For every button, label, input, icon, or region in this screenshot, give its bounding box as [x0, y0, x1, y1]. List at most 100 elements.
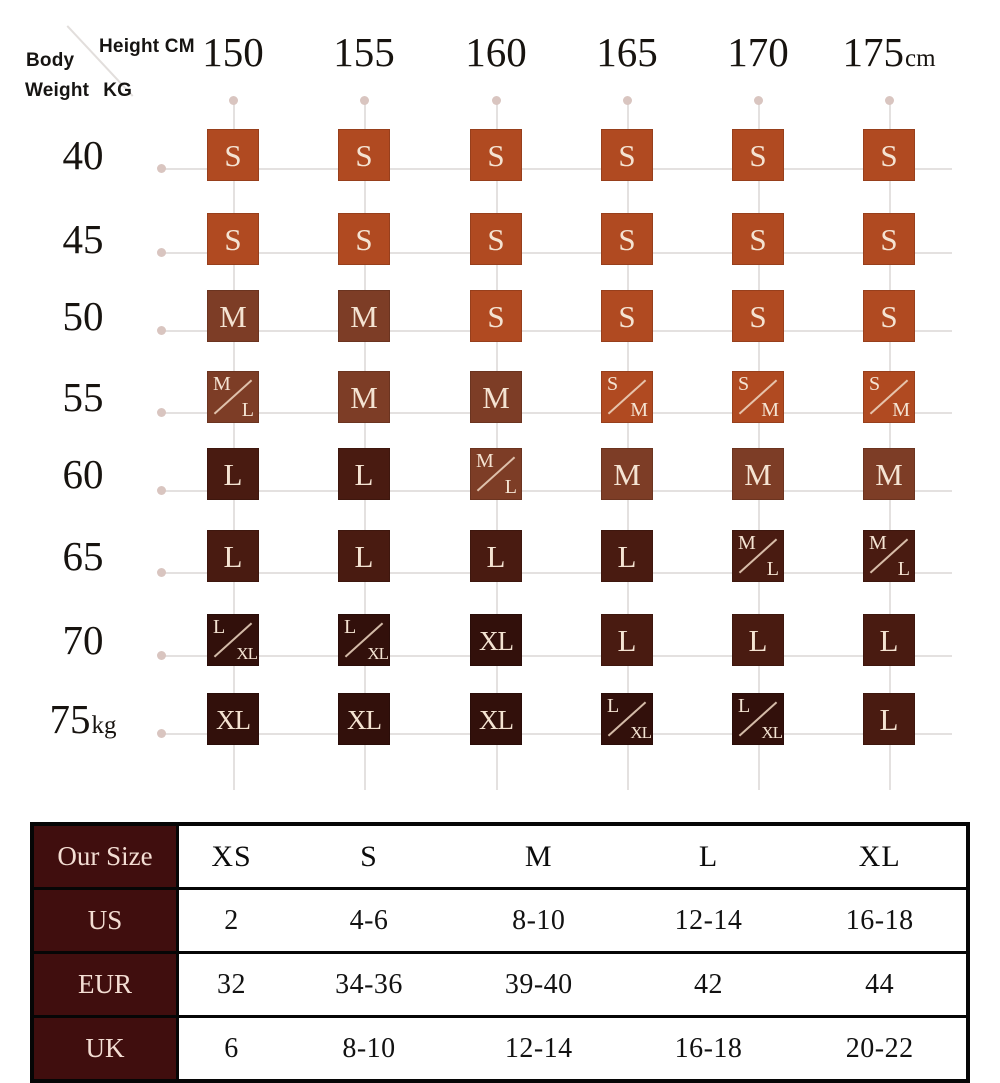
- weight-row-label: 70: [22, 612, 144, 668]
- weight-axis-label: Weight KG: [25, 80, 132, 102]
- size-cell-letter-top: M: [738, 532, 756, 554]
- column-dot: [492, 96, 501, 105]
- size-cell-letter: L: [879, 702, 899, 737]
- size-cell-letter: S: [618, 299, 636, 334]
- row-dot: [157, 326, 166, 335]
- size-cell-letter: L: [748, 623, 768, 658]
- size-cell-letter: S: [880, 138, 898, 173]
- size-cell-letter-bottom: L: [241, 399, 254, 421]
- size-cell: L: [863, 693, 915, 745]
- height-value: 155: [333, 29, 395, 75]
- table-size-header-cell: XS: [177, 824, 285, 890]
- size-cell-letter-top: M: [476, 450, 494, 472]
- row-dot: [157, 248, 166, 257]
- table-region-cell: US: [32, 888, 179, 954]
- row-gridline: [160, 168, 952, 170]
- size-cell: S: [863, 129, 915, 181]
- size-cell-letter: XL: [347, 705, 382, 735]
- height-column-header: 160: [431, 28, 561, 76]
- size-cell: L XL: [338, 614, 390, 666]
- size-cell-letter: M: [875, 457, 903, 492]
- weight-row-label: 45: [22, 211, 144, 267]
- table-value-cell: 4-6: [284, 888, 454, 954]
- conversion-table-body: Our Size XS S M L XL US 2 4-6 8-10 12-14 16-18 EUR 32…: [32, 824, 968, 1081]
- size-cell: L: [207, 448, 259, 500]
- size-cell-letter: XL: [479, 626, 514, 656]
- row-dot: [157, 164, 166, 173]
- column-dot: [623, 96, 632, 105]
- height-unit: cm: [904, 45, 936, 72]
- column-gridline: [758, 100, 760, 790]
- size-cell-letter-bottom: M: [761, 399, 779, 421]
- row-gridline: [160, 572, 952, 574]
- size-cell-letter: L: [223, 457, 243, 492]
- height-column-header: 165: [562, 28, 692, 76]
- row-dot: [157, 729, 166, 738]
- size-cell-letter: S: [880, 222, 898, 257]
- weight-row-label: 75kg: [22, 691, 144, 747]
- table-region-cell: EUR: [32, 952, 179, 1018]
- table-value-cell: 8-10: [453, 888, 624, 954]
- table-value-cell: 12-14: [504, 1032, 573, 1064]
- size-cell: S: [207, 213, 259, 265]
- height-column-header: 175cm: [824, 28, 954, 76]
- table-row: US 2 4-6 8-10 12-14 16-18: [32, 888, 968, 954]
- size-cell: XL: [470, 614, 522, 666]
- size-cell-letter-top: S: [607, 373, 619, 395]
- table-size-header-cell: S: [284, 824, 454, 890]
- size-cell-letter: S: [618, 222, 636, 257]
- size-cell: S: [470, 213, 522, 265]
- row-gridline: [160, 330, 952, 332]
- size-cell-letter: S: [749, 299, 767, 334]
- size-cell: S: [601, 290, 653, 342]
- size-cell-letter: S: [224, 138, 242, 173]
- size-cell-letter: S: [749, 138, 767, 173]
- size-cell: S: [732, 129, 784, 181]
- weight-value: 55: [62, 374, 104, 420]
- size-cell-letter: S: [355, 138, 373, 173]
- table-value-cell: 44: [793, 952, 968, 1018]
- size-cell-letter-top: L: [213, 616, 226, 638]
- height-column-header: 150: [168, 28, 298, 76]
- column-gridline: [627, 100, 629, 790]
- weight-unit: kg: [91, 712, 117, 739]
- size-cell-letter-bottom: L: [897, 558, 910, 580]
- size-cell-letter: S: [224, 222, 242, 257]
- size-cell-letter: L: [223, 539, 243, 574]
- size-cell-letter-top: S: [869, 373, 881, 395]
- size-cell-letter: S: [487, 222, 505, 257]
- size-cell-letter: M: [744, 457, 772, 492]
- weight-value: 60: [62, 451, 104, 497]
- table-value-cell: 32: [177, 952, 285, 1018]
- size-cell-letter: L: [879, 623, 899, 658]
- table-region-cell: UK: [32, 1016, 179, 1081]
- height-value: 160: [465, 29, 527, 75]
- size-cell: XL: [207, 693, 259, 745]
- weight-row-label: 50: [22, 288, 144, 344]
- weight-value: 50: [62, 293, 104, 339]
- size-cell: S: [470, 290, 522, 342]
- size-cell-letter: M: [350, 380, 378, 415]
- size-cell: M: [601, 448, 653, 500]
- table-value-cell: 16-18: [793, 888, 968, 954]
- size-cell: M: [338, 371, 390, 423]
- size-cell-letter-top: M: [869, 532, 887, 554]
- table-value-cell: 16-18: [674, 1032, 743, 1064]
- size-cell: L XL: [207, 614, 259, 666]
- size-cell-letter: S: [487, 299, 505, 334]
- size-cell-letter-bottom: XL: [367, 644, 389, 663]
- size-cell: L XL: [601, 693, 653, 745]
- size-cell: L: [601, 530, 653, 582]
- size-cell: M: [863, 448, 915, 500]
- conversion-table: Our Size XS S M L XL US 2 4-6 8-10 12-14 16-18 EUR 32…: [30, 822, 970, 1083]
- body-axis-label: Body: [26, 50, 75, 71]
- size-cell-letter-top: L: [607, 695, 620, 717]
- column-gridline: [889, 100, 891, 790]
- table-value-cell: 6: [224, 1032, 239, 1064]
- weight-axis-word: Weight: [25, 80, 90, 101]
- table-value-cell: 12-14: [623, 888, 794, 954]
- size-cell-letter-bottom: M: [892, 399, 910, 421]
